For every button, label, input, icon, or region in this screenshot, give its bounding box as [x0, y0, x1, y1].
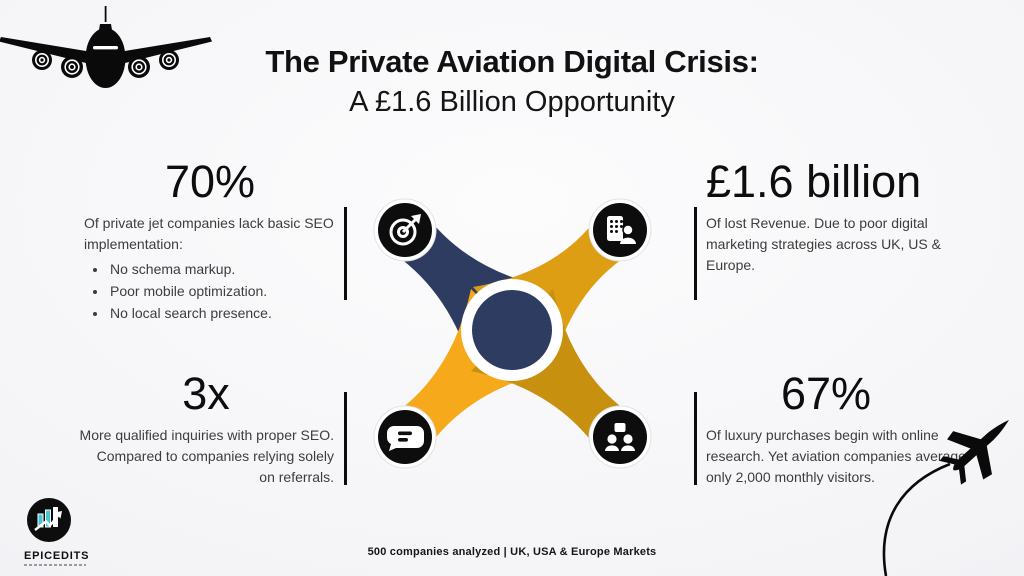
logo-tagline — [24, 564, 86, 566]
stat-online-research: 67% Of luxury purchases begin with onlin… — [706, 370, 972, 488]
stat-value: 67% — [780, 368, 872, 419]
jet-takeoff-icon — [882, 419, 1009, 576]
airliner-front-icon — [0, 6, 212, 88]
stat-seo-gap: 70% Of private jet companies lack basic … — [84, 158, 336, 324]
brand-logo: EPICEDITS — [24, 497, 120, 566]
divider — [344, 207, 347, 300]
stat-lost-revenue: £1.6 billion Of lost Revenue. Due to poo… — [706, 158, 968, 276]
team-structure-icon — [588, 405, 652, 469]
stat-value: 3x — [182, 368, 230, 419]
hub-center-disc — [472, 290, 552, 370]
hub-x-graphic — [373, 198, 652, 469]
stat-description: More qualified inquiries with proper SEO… — [79, 427, 334, 486]
brand-name: EPICEDITS — [24, 550, 90, 562]
page-title: The Private Aviation Digital Crisis: A £… — [0, 42, 1024, 121]
stat-description: Of luxury purchases begin with online re… — [706, 427, 966, 486]
stat-bullet: No local search presence. — [108, 303, 336, 325]
stat-description: Of lost Revenue. Due to poor digital mar… — [706, 215, 941, 274]
footer-note: 500 companies analyzed | UK, USA & Europ… — [367, 546, 657, 558]
stat-value: 70% — [164, 156, 256, 207]
stat-bullet-list: No schema markup. Poor mobile optimizati… — [84, 259, 336, 324]
stat-bullet: No schema markup. — [108, 259, 336, 281]
logo-chart-icon — [27, 498, 71, 542]
chat-icon — [373, 405, 437, 469]
stat-qualified-inquiries: 3x More qualified inquiries with proper … — [78, 370, 334, 488]
title-line-1: The Private Aviation Digital Crisis: — [265, 44, 759, 79]
company-contact-icon — [588, 198, 652, 262]
target-arrow-icon — [373, 198, 437, 262]
stat-description: Of private jet companies lack basic SEO … — [84, 215, 334, 253]
stat-bullet: Poor mobile optimization. — [108, 281, 336, 303]
divider — [694, 207, 697, 300]
stat-value: £1.6 billion — [706, 156, 922, 207]
arm-top-right — [473, 211, 638, 373]
title-line-2: A £1.6 Billion Opportunity — [349, 85, 675, 118]
divider — [344, 392, 347, 485]
divider — [694, 392, 697, 485]
